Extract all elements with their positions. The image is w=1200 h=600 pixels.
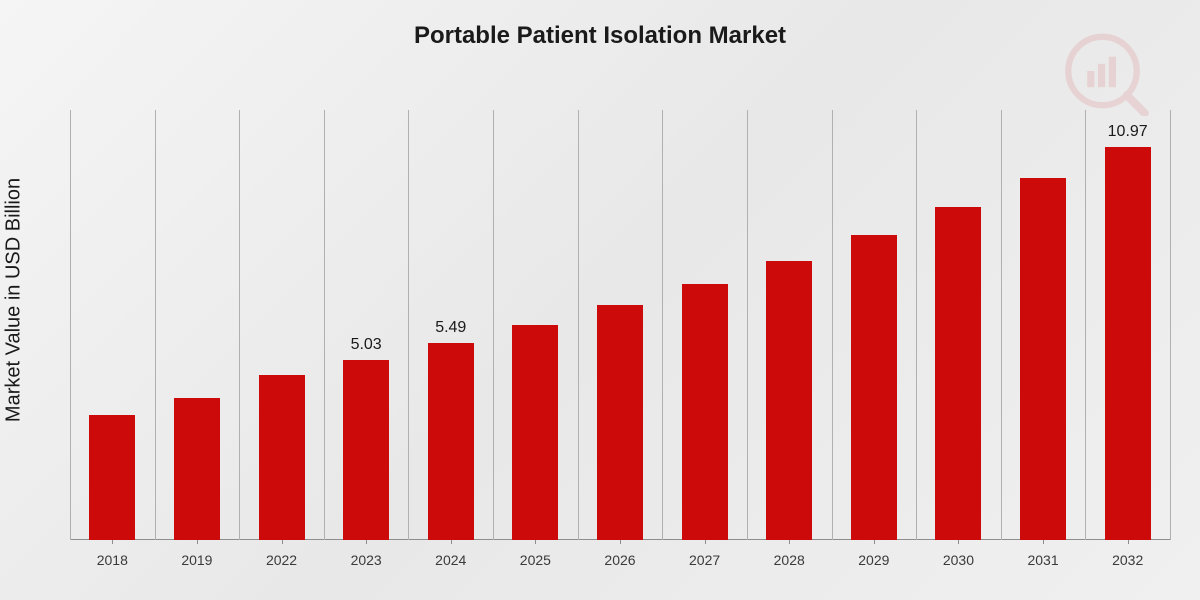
x-axis-category: 2029 <box>832 552 917 568</box>
grid-line <box>662 110 663 540</box>
x-tick <box>366 540 367 544</box>
bar-rect <box>512 325 558 540</box>
y-axis-label: Market Value in USD Billion <box>3 178 26 422</box>
x-tick <box>535 540 536 544</box>
x-axis-category: 2032 <box>1085 552 1170 568</box>
x-tick <box>1128 540 1129 544</box>
grid-line <box>1170 110 1171 540</box>
bar-rect <box>766 261 812 541</box>
grid-line <box>239 110 240 540</box>
bar-rect <box>597 305 643 540</box>
x-axis-category: 2023 <box>324 552 409 568</box>
bar-rect <box>174 398 220 540</box>
x-tick <box>789 540 790 544</box>
bar <box>512 325 558 540</box>
x-tick <box>1043 540 1044 544</box>
x-tick <box>958 540 959 544</box>
bar: 5.49 <box>428 343 474 540</box>
x-axis-category: 2026 <box>578 552 663 568</box>
x-tick <box>112 540 113 544</box>
bar-rect <box>935 207 981 540</box>
grid-line <box>916 110 917 540</box>
bar-value-label: 10.97 <box>1105 123 1151 141</box>
grid-line <box>155 110 156 540</box>
bar-rect <box>343 360 389 540</box>
bar: 5.03 <box>343 360 389 540</box>
bar <box>174 398 220 540</box>
grid-line <box>70 110 71 540</box>
grid-line <box>747 110 748 540</box>
bar-value-label: 5.49 <box>428 319 474 337</box>
grid-line <box>578 110 579 540</box>
grid-line <box>832 110 833 540</box>
x-axis-category: 2027 <box>662 552 747 568</box>
bar <box>259 375 305 540</box>
watermark-logo-icon <box>1062 26 1152 116</box>
x-axis-category: 2019 <box>155 552 240 568</box>
x-tick <box>197 540 198 544</box>
x-tick <box>705 540 706 544</box>
x-tick <box>282 540 283 544</box>
grid-line <box>1001 110 1002 540</box>
x-axis-category: 2018 <box>70 552 155 568</box>
x-axis-category: 2031 <box>1001 552 1086 568</box>
bar <box>89 415 135 540</box>
bar <box>935 207 981 540</box>
x-axis-category: 2030 <box>916 552 1001 568</box>
grid-line <box>493 110 494 540</box>
grid-line <box>1085 110 1086 540</box>
x-tick <box>620 540 621 544</box>
grid-line <box>408 110 409 540</box>
bar-rect <box>89 415 135 540</box>
bar <box>1020 178 1066 540</box>
bar <box>851 235 897 540</box>
bar-rect <box>1105 147 1151 540</box>
bar-rect <box>851 235 897 540</box>
x-axis-category: 2025 <box>493 552 578 568</box>
bar-value-label: 5.03 <box>343 336 389 354</box>
bar: 10.97 <box>1105 147 1151 540</box>
plot-area: 2018201920225.0320235.492024202520262027… <box>70 110 1170 540</box>
bar-rect <box>428 343 474 540</box>
chart-title: Portable Patient Isolation Market <box>0 22 1200 50</box>
x-axis-category: 2028 <box>747 552 832 568</box>
bar <box>766 261 812 541</box>
bar <box>597 305 643 540</box>
bar <box>682 284 728 540</box>
x-axis-category: 2022 <box>239 552 324 568</box>
bar-rect <box>682 284 728 540</box>
x-tick <box>451 540 452 544</box>
bar-rect <box>1020 178 1066 540</box>
grid-line <box>324 110 325 540</box>
bar-rect <box>259 375 305 540</box>
x-tick <box>874 540 875 544</box>
x-axis-category: 2024 <box>408 552 493 568</box>
chart-container: Portable Patient Isolation Market Market… <box>0 0 1200 600</box>
